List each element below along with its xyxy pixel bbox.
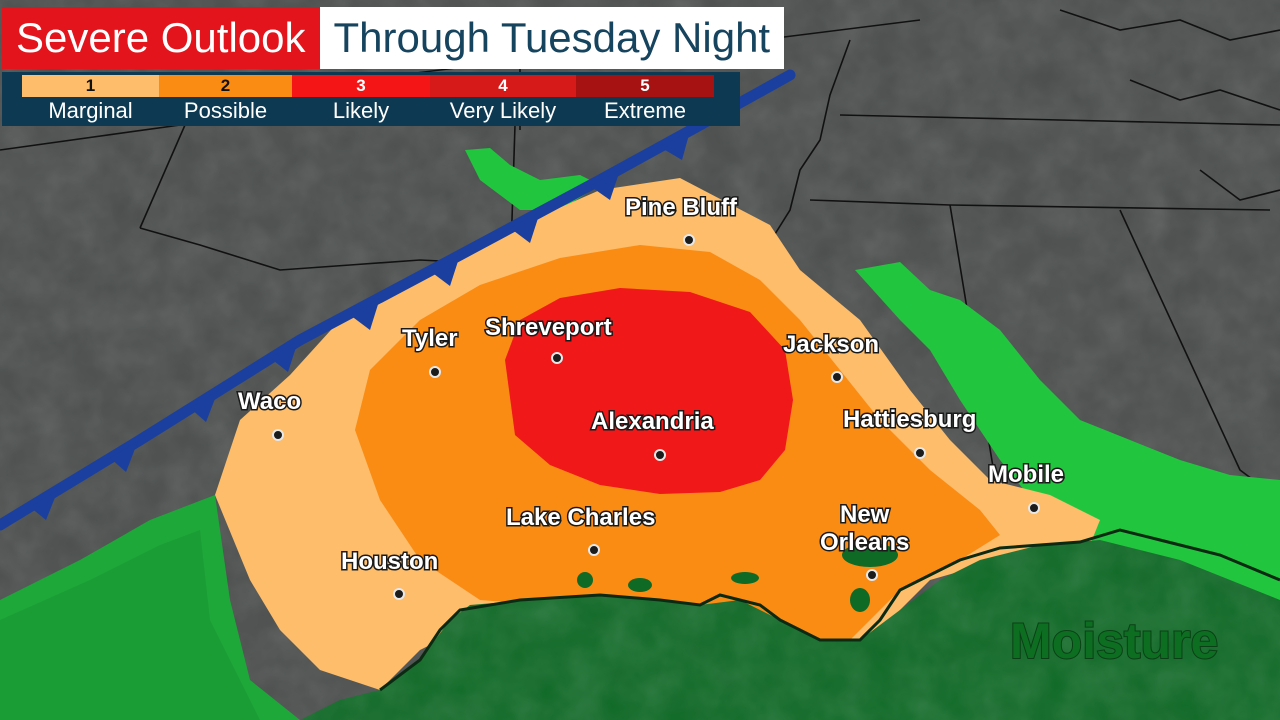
legend-label-2: Possible <box>183 98 268 123</box>
city-label-tyler: Tyler <box>402 325 458 352</box>
legend-swatch-4: 4 <box>430 75 576 97</box>
title-sub: Through Tuesday Night <box>319 7 785 69</box>
bayous <box>577 543 898 612</box>
legend-item-3: 3 Likely <box>292 72 430 126</box>
city-dot-icon <box>588 544 600 556</box>
city-dot-icon <box>1028 502 1040 514</box>
title-main: Severe Outlook <box>2 7 320 69</box>
city-label-houston: Houston <box>341 548 438 575</box>
legend-swatch-1: 1 <box>22 75 159 97</box>
outlook-likely <box>505 288 793 494</box>
city-dot-icon <box>551 352 563 364</box>
legend-label-3: Likely <box>332 98 390 123</box>
legend-label-5: Extreme <box>604 98 686 123</box>
city-dot-icon <box>914 447 926 459</box>
cities: Pine Bluff Tyler Shreveport Jackson Waco… <box>237 193 1066 600</box>
city-label-lake-charles: Lake Charles <box>506 504 655 531</box>
title-bar: Severe Outlook Through Tuesday Night <box>2 7 785 69</box>
legend-label-4: Very Likely <box>449 98 557 123</box>
city-label-jackson: Jackson <box>783 331 879 358</box>
city-dot-icon <box>429 366 441 378</box>
legend-item-5: 5 Extreme <box>576 72 714 126</box>
legend-swatch-2: 2 <box>159 75 292 97</box>
legend-swatch-5: 5 <box>576 75 714 97</box>
coastline <box>379 528 1280 692</box>
city-dot-icon <box>272 429 284 441</box>
city-label-new-orleans-1: New <box>840 501 890 528</box>
city-dot-icon <box>831 371 843 383</box>
city-label-shreveport: Shreveport <box>485 314 612 341</box>
city-label-pine-bluff: Pine Bluff <box>625 194 738 221</box>
legend-item-2: 2 Possible <box>159 72 292 126</box>
city-label-waco: Waco <box>238 388 301 415</box>
moisture-label: Moisture <box>1010 613 1218 669</box>
legend-label-1: Marginal <box>48 98 133 123</box>
city-dot-icon <box>393 588 405 600</box>
cold-front-icon <box>30 131 690 520</box>
city-dot-icon <box>683 234 695 246</box>
city-label-new-orleans-2: Orleans <box>820 529 909 556</box>
legend-swatch-3: 3 <box>292 75 430 97</box>
city-label-hattiesburg: Hattiesburg <box>843 406 976 433</box>
city-dot-icon <box>654 449 666 461</box>
legend-item-1: 1 Marginal <box>22 72 159 126</box>
legend-item-4: 4 Very Likely <box>430 72 576 126</box>
gulf-texture <box>300 540 1280 720</box>
city-dot-icon <box>866 569 878 581</box>
city-label-mobile: Mobile <box>988 461 1064 488</box>
risk-legend: 1 Marginal 2 Possible 3 Likely 4 Very Li… <box>2 72 740 126</box>
city-label-alexandria: Alexandria <box>591 408 714 435</box>
